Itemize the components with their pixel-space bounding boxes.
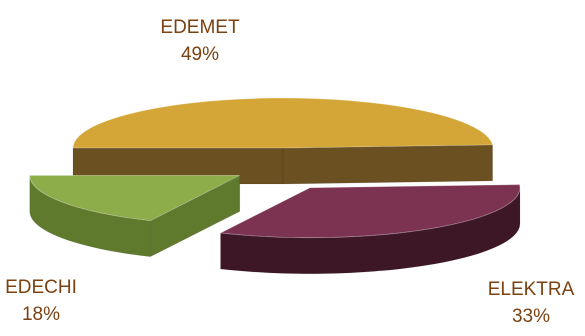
slice-name-edemet: EDEMET bbox=[160, 17, 240, 38]
slice-edemet-side-wall-1 bbox=[282, 144, 493, 185]
slice-label-edechi: EDECHI 18% bbox=[0, 274, 82, 328]
slice-elektra-top bbox=[219, 184, 521, 239]
slice-edemet-top bbox=[72, 97, 494, 149]
slice-name-edechi: EDECHI bbox=[5, 277, 77, 298]
slice-percent-edemet: 49% bbox=[180, 44, 220, 65]
slice-label-edemet: EDEMET 49% bbox=[140, 14, 260, 68]
slice-percent-edechi: 18% bbox=[21, 304, 61, 325]
slice-label-elektra: ELEKTRA 33% bbox=[479, 276, 583, 330]
slice-edechi-side-wall-0 bbox=[150, 174, 241, 258]
slice-name-elektra: ELEKTRA bbox=[487, 279, 575, 300]
slice-percent-elektra: 33% bbox=[511, 306, 551, 327]
slice-edechi-top bbox=[29, 175, 240, 222]
